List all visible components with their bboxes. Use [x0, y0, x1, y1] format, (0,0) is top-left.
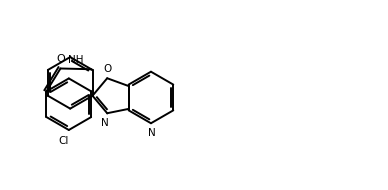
Text: NH: NH	[68, 55, 83, 65]
Text: N: N	[148, 128, 156, 138]
Text: Cl: Cl	[59, 135, 69, 146]
Text: O: O	[57, 54, 66, 64]
Text: N: N	[102, 118, 109, 128]
Text: O: O	[103, 64, 111, 74]
